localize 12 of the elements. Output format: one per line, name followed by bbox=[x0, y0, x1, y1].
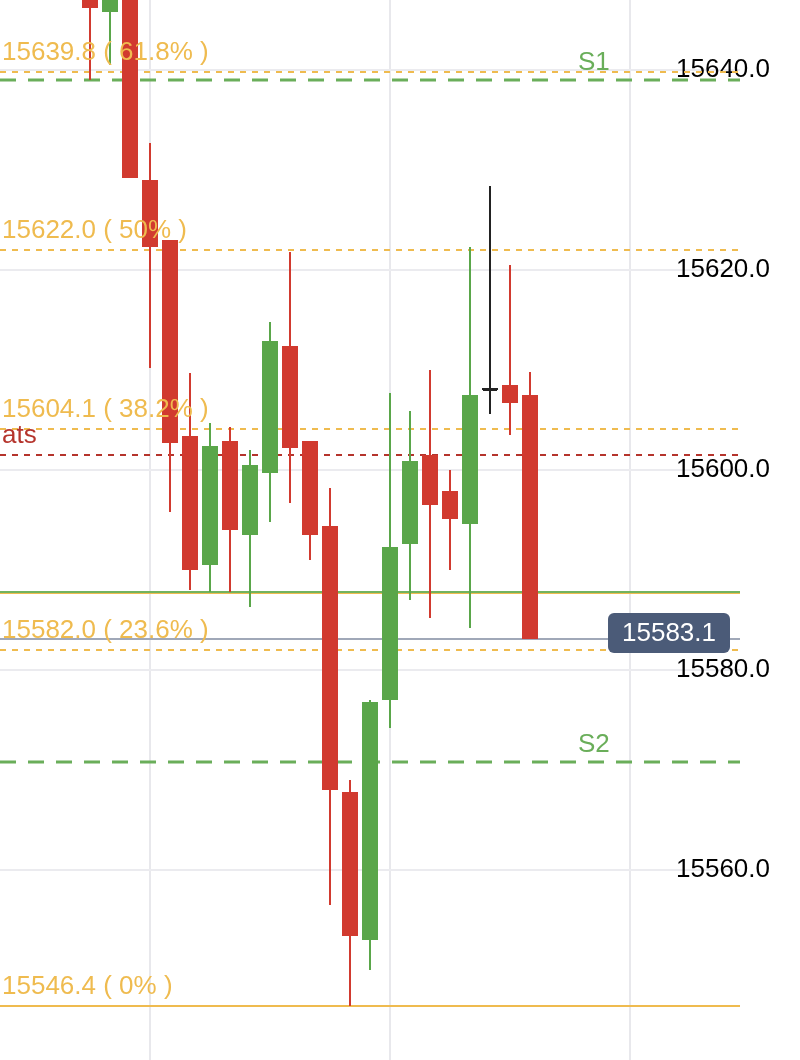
y-tick-label: 15640.0 bbox=[676, 53, 770, 84]
ref-line-label: ats bbox=[2, 419, 37, 449]
y-tick-label: 15620.0 bbox=[676, 253, 770, 284]
candlestick bbox=[502, 264, 518, 436]
ref-line-label: S2 bbox=[578, 728, 610, 758]
ref-line-label: 15546.4 ( 0% ) bbox=[2, 970, 173, 1000]
y-tick-label: 15560.0 bbox=[676, 853, 770, 884]
y-tick-label: 15580.0 bbox=[676, 653, 770, 684]
ref-line-label: 15582.0 ( 23.6% ) bbox=[2, 614, 209, 644]
ref-line-label: S1 bbox=[578, 46, 610, 76]
y-tick-label: 15600.0 bbox=[676, 453, 770, 484]
ref-line-label: 15583.1 bbox=[622, 617, 716, 648]
